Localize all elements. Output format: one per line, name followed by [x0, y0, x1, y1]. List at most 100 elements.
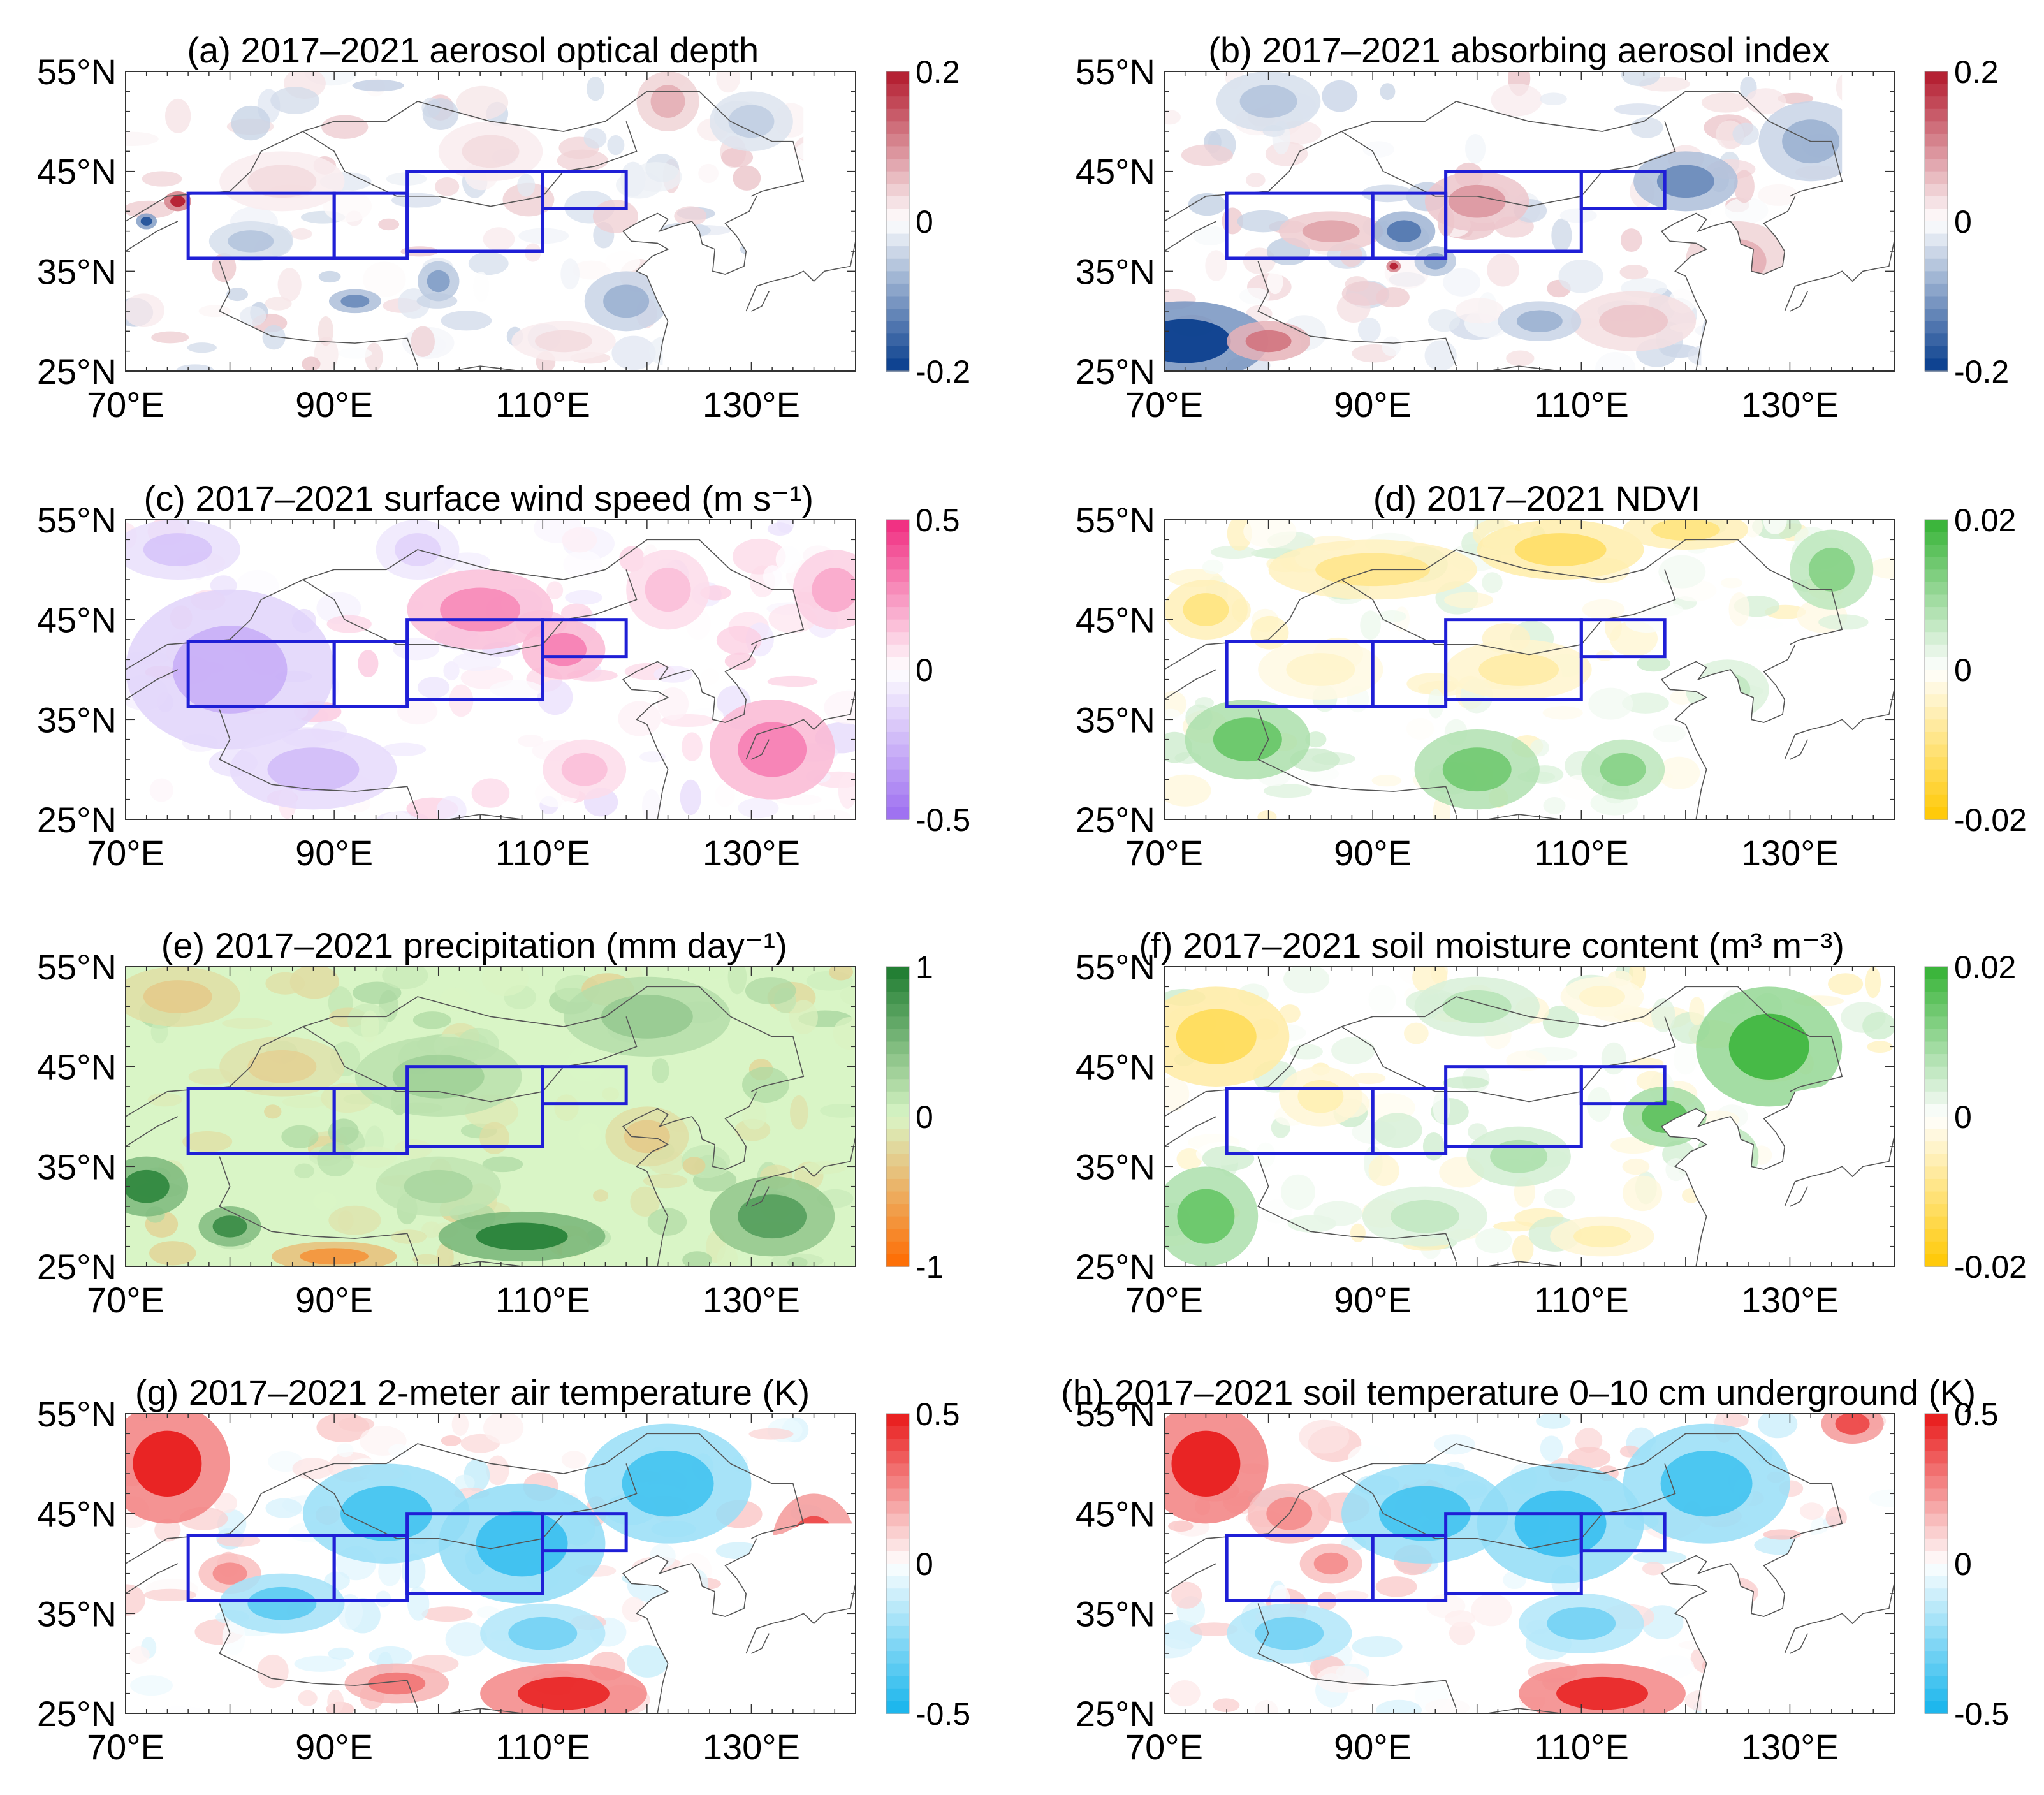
boundary-line: [302, 1463, 638, 1550]
field-core: [247, 165, 317, 198]
map-frame: [125, 1413, 856, 1714]
lat-label: 45°N: [1076, 152, 1155, 192]
boundary-line: [1784, 221, 1894, 312]
colorbar-step: [886, 1191, 909, 1205]
boundary-line: [1257, 261, 1457, 367]
field-speckle: [1181, 144, 1233, 166]
field-speckle: [1491, 83, 1543, 117]
colorbar-label: 0: [916, 204, 933, 240]
map-frame: [125, 71, 856, 372]
boundary-line: [1341, 569, 1676, 656]
colorbar-step: [886, 1141, 909, 1155]
field-speckle: [824, 691, 856, 724]
field-speckle: [318, 316, 334, 346]
boundary-line: [1784, 670, 1894, 760]
field-speckle: [629, 162, 682, 192]
field-speckle: [1478, 1192, 1516, 1212]
colorbar-step: [1925, 1701, 1948, 1714]
colorbar-step: [1925, 532, 1948, 545]
field-speckle: [1164, 708, 1181, 721]
field-speckle: [1372, 1113, 1422, 1148]
map-frame: [125, 966, 856, 1267]
field-speckle: [767, 522, 792, 536]
field-speckle: [698, 163, 719, 184]
colorbar-step: [886, 258, 909, 272]
colorbar-step: [886, 545, 909, 558]
map-panel-d: (d) 2017–2021 NDVI 55°N 45°N 35°N 25°N70°E 90…: [1076, 478, 2027, 873]
colorbar-step: [1925, 1463, 1948, 1477]
field-speckle: [1568, 1447, 1611, 1469]
field-speckle: [627, 1645, 669, 1678]
boundary-line: [219, 1603, 418, 1709]
colorbar-step: [886, 1451, 909, 1465]
field-speckle: [198, 305, 231, 318]
field-speckle: [1475, 1228, 1512, 1254]
field-speckle: [1357, 318, 1381, 342]
map-panel-g: (g) 2017–2021 2-meter air temperature (K…: [37, 1372, 970, 1767]
study-region-box: [1444, 1065, 1583, 1148]
field-speckle: [365, 342, 383, 371]
lon-label: 110°E: [495, 833, 590, 873]
field-core: [133, 1430, 202, 1497]
colorbar-step: [886, 632, 909, 645]
colorbar-label: -1: [916, 1249, 944, 1285]
field-core: [212, 1562, 247, 1585]
field-speckle: [611, 335, 656, 370]
lon-label: 90°E: [1334, 1727, 1412, 1767]
field-speckle: [1862, 1011, 1894, 1040]
field-core: [368, 1672, 426, 1695]
colorbar-step: [1925, 1229, 1948, 1242]
colorbar-label: 0.5: [916, 1396, 960, 1432]
colorbar-step: [886, 1625, 909, 1639]
field-speckle: [840, 985, 856, 1006]
panel-title-f: (f) 2017–2021 soil moisture content (m³ …: [1139, 925, 1844, 965]
field-core: [247, 1586, 317, 1620]
map-frame: [1164, 966, 1895, 1267]
colorbar-step: [1925, 594, 1948, 608]
panel-title-a: (a) 2017–2021 aerosol optical depth: [187, 30, 759, 70]
lon-label: 130°E: [703, 833, 800, 873]
colorbar-step: [886, 1241, 909, 1255]
field-core: [170, 196, 186, 207]
colorbar-step: [886, 1029, 909, 1043]
colorbar-step: [886, 1488, 909, 1502]
field-speckle: [1281, 1174, 1315, 1210]
panel-title-c: (c) 2017–2021 surface wind speed (m s⁻¹): [144, 478, 814, 518]
field-speckle: [443, 661, 460, 681]
lat-label: 55°N: [37, 500, 117, 540]
field-speckle: [808, 809, 852, 819]
field-speckle: [554, 1094, 579, 1122]
colorbar-label: -0.5: [916, 802, 970, 838]
field-speckle: [262, 325, 286, 350]
ocean-mask: [623, 181, 856, 371]
colorbar-step: [1925, 1166, 1948, 1180]
colorbar-step: [1925, 967, 1948, 980]
field-speckle: [1279, 1004, 1301, 1023]
field-speckle: [517, 173, 536, 197]
field-speckle: [618, 701, 661, 736]
boundary-line: [622, 196, 757, 371]
field-speckle: [820, 1103, 856, 1118]
colorbar-label: 0: [1954, 204, 1972, 240]
field-speckle: [454, 1474, 475, 1491]
field-speckle: [126, 1584, 145, 1616]
colorbar-step: [1925, 1254, 1948, 1267]
colorbar-step: [886, 96, 909, 110]
colorbar-step: [886, 71, 909, 85]
lon-label: 110°E: [1534, 1280, 1629, 1320]
boundary-line: [126, 221, 179, 252]
field-core: [1171, 1430, 1241, 1497]
lat-label: 45°N: [37, 152, 117, 192]
field-speckle: [1735, 619, 1783, 630]
field-speckle: [682, 1251, 712, 1266]
field-speckle: [1362, 141, 1394, 158]
colorbar-step: [886, 1638, 909, 1652]
field-speckle: [567, 1046, 606, 1082]
colorbar-step: [886, 1701, 909, 1714]
lon-label: 130°E: [703, 1727, 800, 1767]
colorbar-step: [1925, 1451, 1948, 1465]
field-core: [1579, 985, 1625, 1008]
field-speckle: [1210, 545, 1257, 559]
field-speckle: [151, 331, 189, 344]
colorbar-step: [886, 184, 909, 197]
